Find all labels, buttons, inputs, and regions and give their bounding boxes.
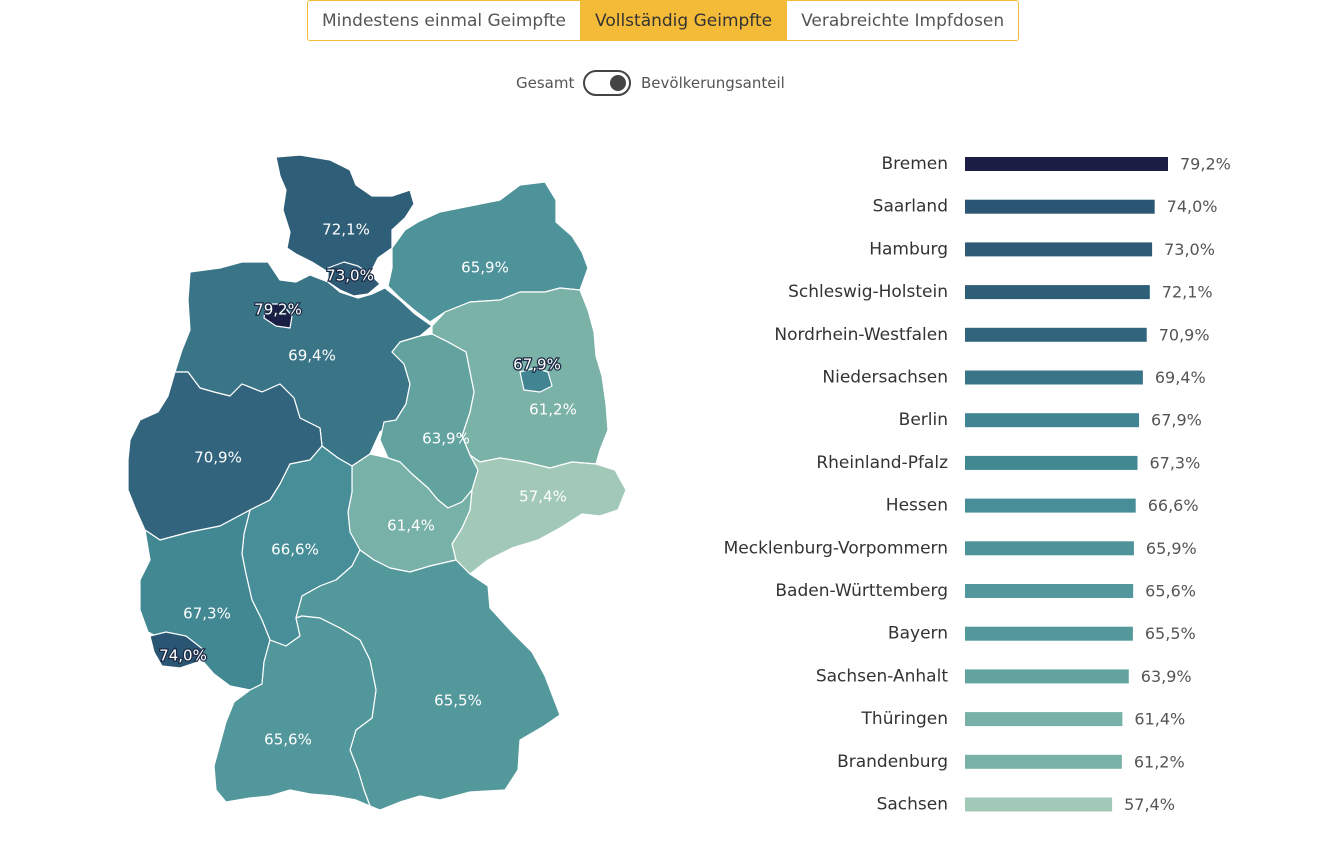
bar-value-brandenburg: 61,2% (1134, 752, 1185, 771)
bar-value-hessen: 66,6% (1148, 496, 1199, 515)
germany-map: 72,1% 73,0% 65,9% 79,2% 69,4% 67,9% 61,2% 63,9%… (127, 154, 627, 811)
bar-label-hamburg: Hamburg (869, 239, 948, 259)
map-label-hamburg: 73,0% (326, 267, 374, 285)
bar-thueringen[interactable] (965, 712, 1123, 727)
bar-value-bayern: 65,5% (1145, 624, 1196, 643)
bar-schleswig-holstein[interactable] (965, 285, 1150, 300)
map-label-sachsen: 57,4% (519, 488, 567, 506)
map-label-bremen: 79,2% (254, 301, 302, 319)
map-label-niedersachsen: 69,4% (288, 347, 336, 365)
bar-label-thueringen: Thüringen (861, 709, 948, 729)
map-label-sachsen-anhalt: 63,9% (422, 430, 470, 448)
toggle-label-gesamt: Gesamt (516, 74, 575, 92)
tab-verabreichte-impfdosen[interactable]: Verabreichte Impfdosen (786, 1, 1019, 40)
bar-value-niedersachsen: 69,4% (1155, 368, 1206, 387)
bar-value-nordrhein-westfalen: 70,9% (1159, 325, 1210, 344)
bar-nordrhein-westfalen[interactable] (965, 327, 1147, 342)
bar-sachsen-anhalt[interactable] (965, 669, 1129, 684)
bar-sachsen[interactable] (965, 797, 1113, 812)
bar-label-bayern: Bayern (888, 624, 948, 644)
map-state-saarland[interactable] (149, 631, 205, 669)
map-state-mecklenburg-vorpommern[interactable] (387, 181, 589, 323)
bar-label-bremen: Bremen (881, 154, 948, 174)
map-label-thueringen: 61,4% (387, 517, 435, 535)
metric-tabs: Mindestens einmal Geimpfte Vollständig G… (307, 0, 1020, 41)
map-label-berlin: 67,9% (513, 356, 561, 374)
map-label-saarland: 74,0% (159, 647, 207, 665)
bar-label-mecklenburg-vorpommern: Mecklenburg-Vorpommern (724, 538, 948, 558)
map-state-sachsen[interactable] (451, 454, 627, 575)
map-label-hessen: 66,6% (271, 541, 319, 559)
bar-saarland[interactable] (965, 199, 1155, 214)
bar-value-schleswig-holstein: 72,1% (1162, 283, 1213, 302)
toggle-label-bevoelkerungsanteil: Bevölkerungsanteil (641, 74, 785, 92)
bar-value-rheinland-pfalz: 67,3% (1149, 453, 1200, 472)
map-labels: 72,1% 73,0% 65,9% 79,2% 69,4% 67,9% 61,2% 63,9%… (158, 221, 577, 749)
bar-label-sachsen-anhalt: Sachsen-Anhalt (816, 666, 948, 686)
bar-value-bremen: 79,2% (1180, 155, 1231, 174)
bar-bremen[interactable] (965, 157, 1168, 171)
map-state-bremen[interactable] (263, 303, 293, 329)
map-label-schleswig-holstein: 72,1% (322, 221, 370, 239)
tab-mindestens-einmal-geimpfte[interactable]: Mindestens einmal Geimpfte (308, 1, 581, 40)
tab-vollstaendig-geimpfte[interactable]: Vollständig Geimpfte (580, 1, 787, 40)
map-label-rheinland-pfalz: 67,3% (183, 605, 231, 623)
bar-label-rheinland-pfalz: Rheinland-Pfalz (816, 453, 948, 473)
bar-value-sachsen-anhalt: 63,9% (1141, 667, 1192, 686)
map-label-nordrhein-westfalen: 70,9% (194, 449, 242, 467)
bar-label-hessen: Hessen (886, 496, 948, 516)
bar-brandenburg[interactable] (965, 754, 1122, 769)
bar-value-thueringen: 61,4% (1134, 710, 1185, 729)
map-label-bayern: 65,5% (434, 692, 482, 710)
map-states (127, 154, 627, 811)
bar-niedersachsen[interactable] (965, 370, 1143, 385)
map-state-baden-wuerttemberg[interactable] (213, 615, 377, 807)
bar-rheinland-pfalz[interactable] (965, 455, 1138, 470)
toggle-knob (610, 75, 626, 91)
bar-label-brandenburg: Brandenburg (837, 752, 948, 772)
map-state-schleswig-holstein[interactable] (275, 154, 415, 291)
bar-value-berlin: 67,9% (1151, 411, 1202, 430)
bar-hamburg[interactable] (965, 242, 1153, 257)
bar-label-berlin: Berlin (899, 410, 948, 430)
bar-baden-wuerttemberg[interactable] (965, 584, 1134, 598)
bar-berlin[interactable] (965, 413, 1140, 428)
bar-label-sachsen: Sachsen (877, 795, 948, 815)
bar-mecklenburg-vorpommern[interactable] (965, 541, 1134, 556)
bar-label-baden-wuerttemberg: Baden-Württemberg (775, 581, 948, 601)
bar-label-schleswig-holstein: Schleswig-Holstein (788, 282, 948, 302)
map-label-mecklenburg-vorpommern: 65,9% (461, 259, 509, 277)
ranking-bar-chart: Bremen 79,2% Saarland 74,0% Hamburg 73,0% Schl… (724, 154, 1231, 815)
bar-hessen[interactable] (965, 498, 1136, 513)
map-state-berlin[interactable] (519, 367, 553, 393)
bar-value-sachsen: 57,4% (1124, 795, 1175, 814)
bar-label-nordrhein-westfalen: Nordrhein-Westfalen (774, 325, 948, 345)
bar-value-baden-wuerttemberg: 65,6% (1145, 582, 1196, 601)
bar-value-mecklenburg-vorpommern: 65,9% (1146, 539, 1197, 558)
map-label-baden-wuerttemberg: 65,6% (264, 731, 312, 749)
bar-value-saarland: 74,0% (1167, 197, 1218, 216)
bar-value-hamburg: 73,0% (1164, 240, 1215, 259)
gesamt-anteil-toggle[interactable] (583, 70, 631, 96)
bar-bayern[interactable] (965, 626, 1133, 641)
map-state-hamburg[interactable] (327, 261, 381, 297)
bar-label-saarland: Saarland (873, 197, 948, 217)
map-label-brandenburg: 61,2% (529, 401, 577, 419)
toggle-row: Gesamt Bevölkerungsanteil (0, 70, 1320, 98)
bar-label-niedersachsen: Niedersachsen (822, 368, 948, 388)
